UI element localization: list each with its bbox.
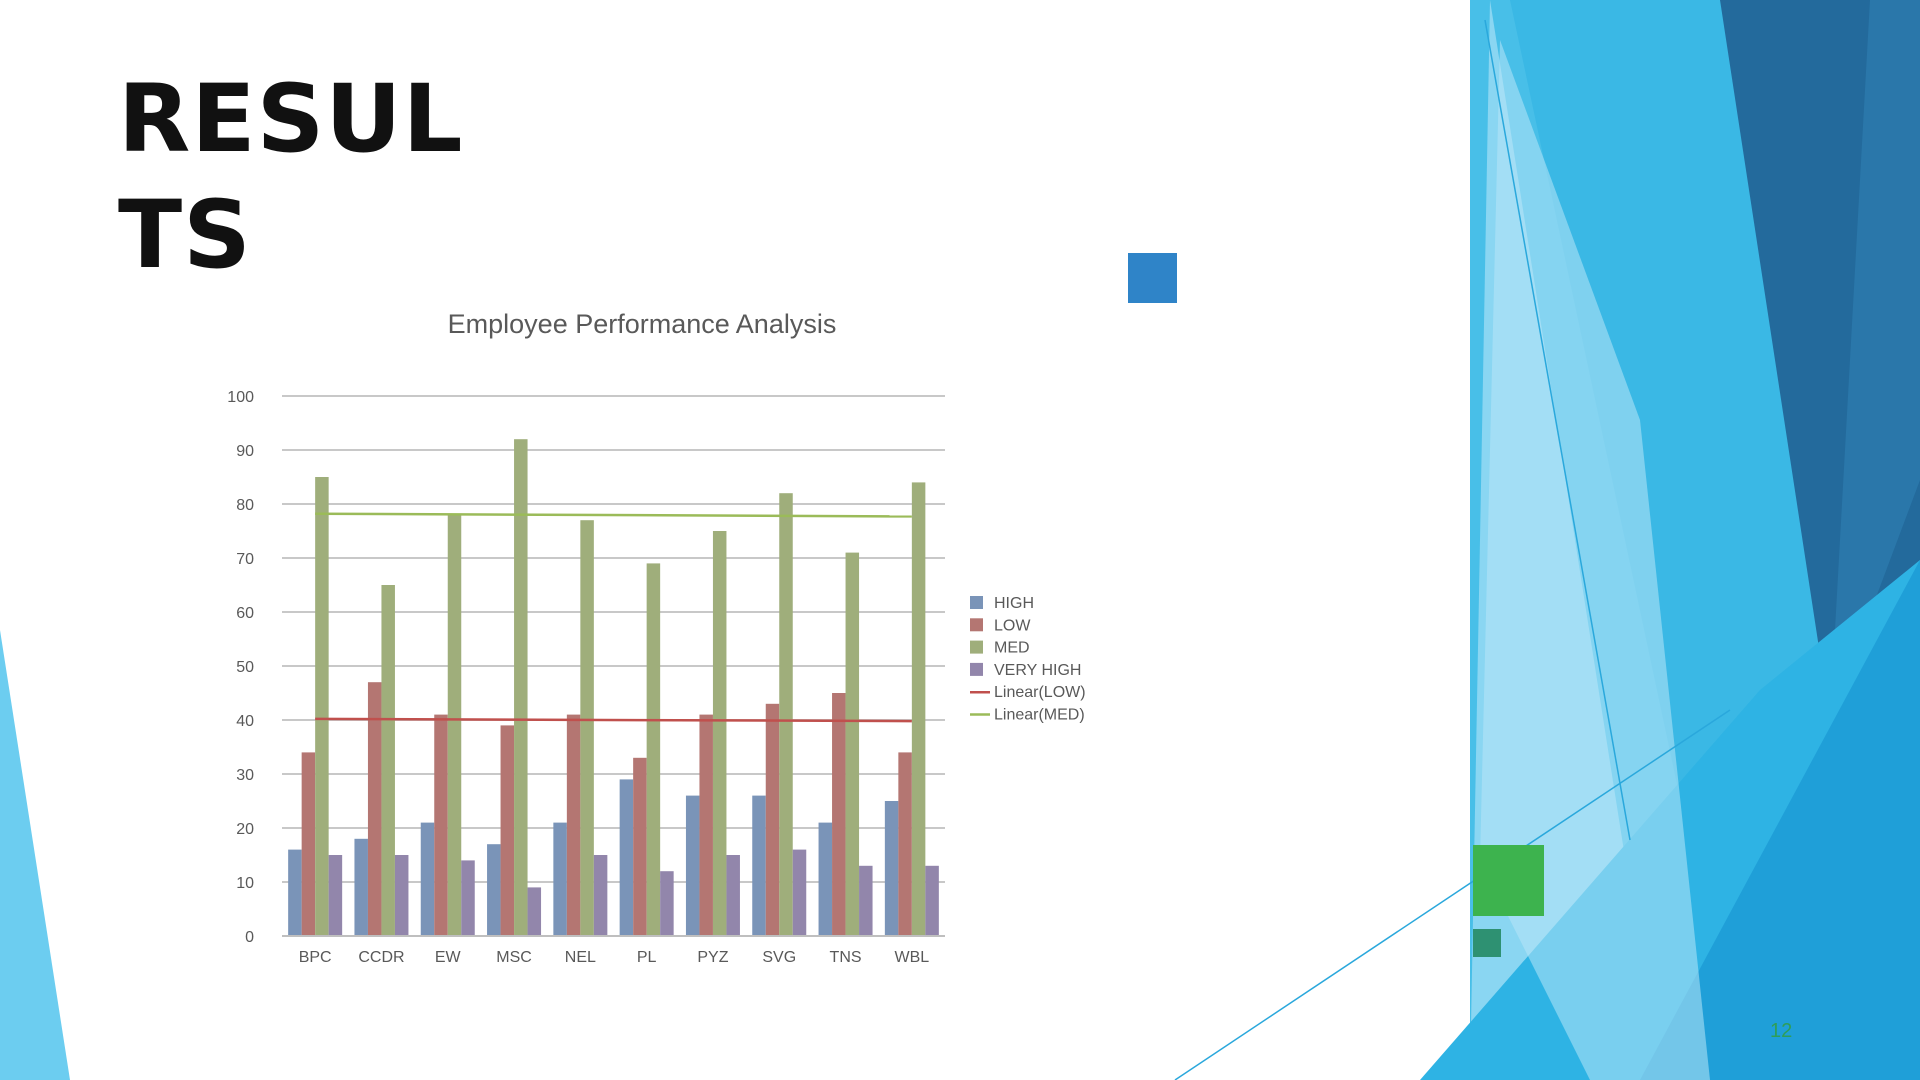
- bar-bpc-very-high: [328, 855, 343, 936]
- chart-title: Employee Performance Analysis: [448, 309, 837, 339]
- bar-nel-very-high: [593, 855, 608, 936]
- bar-pyz-very-high: [726, 855, 740, 936]
- bar-ew-high: [420, 822, 435, 936]
- bottom-right-dark-triangle: [1640, 560, 1920, 1080]
- bar-ccdr-low: [367, 682, 382, 936]
- bar-msc-med: [514, 439, 528, 936]
- bar-nel-high: [553, 822, 567, 936]
- bar-pl-high: [619, 779, 634, 936]
- bar-pyz-med: [712, 531, 727, 936]
- bar-wbl-very-high: [925, 865, 939, 936]
- x-tick-label: CCDR: [358, 949, 404, 966]
- y-tick-label: 40: [236, 713, 254, 730]
- x-tick-label: TNS: [830, 949, 862, 966]
- legend-swatch: [970, 662, 983, 676]
- y-tick-label: 50: [236, 659, 254, 676]
- bar-wbl-med: [911, 482, 926, 936]
- x-tick-label: SVG: [762, 949, 796, 966]
- right-dark-strip: [1830, 0, 1920, 720]
- bar-ccdr-very-high: [394, 855, 409, 936]
- chart-bars: [288, 439, 939, 936]
- bar-msc-low: [500, 725, 515, 936]
- legend-label: Linear(LOW): [994, 684, 1086, 701]
- slide-number: 12: [1770, 1020, 1793, 1042]
- trendline-linear-low: [315, 717, 912, 723]
- y-tick-label: 100: [227, 389, 254, 406]
- trendline-linear-med: [315, 512, 912, 518]
- x-axis: BPC CCDR EW MSC NEL PL PYZ SVG TNS WBL: [282, 935, 945, 966]
- thin-line-bottom: [1174, 709, 1731, 1080]
- bar-tns-med: [845, 552, 860, 936]
- y-tick-label: 0: [245, 929, 254, 946]
- trendlines: [315, 512, 912, 723]
- teal-square: [1473, 929, 1501, 957]
- legend-swatch: [970, 640, 983, 654]
- bar-pl-low: [633, 757, 647, 936]
- x-tick-label: PYZ: [697, 949, 728, 966]
- bar-nel-low: [566, 714, 581, 936]
- pale-inner-triangle: [1480, 40, 1710, 1080]
- bar-svg-low: [765, 703, 780, 936]
- bar-pyz-low: [699, 714, 713, 936]
- bar-ccdr-med: [381, 585, 395, 936]
- x-tick-label: WBL: [895, 949, 930, 966]
- bar-msc-high: [487, 844, 501, 936]
- y-tick-label: 30: [236, 767, 254, 784]
- bar-svg-med: [779, 493, 793, 936]
- x-tick-label: PL: [637, 949, 657, 966]
- bar-wbl-high: [884, 801, 899, 936]
- x-tick-label: BPC: [299, 949, 332, 966]
- y-axis: 0 10 20 30 40 50 60 70 80 90 100: [227, 389, 254, 946]
- thin-line-diagonal: [1484, 19, 1631, 841]
- bar-tns-very-high: [859, 865, 873, 936]
- x-tick-label: EW: [435, 949, 462, 966]
- bar-nel-med: [580, 520, 594, 936]
- bar-pl-very-high: [660, 871, 674, 936]
- bar-ew-very-high: [461, 860, 475, 936]
- y-tick-label: 90: [236, 443, 254, 460]
- bar-ew-med: [447, 514, 462, 936]
- bar-msc-very-high: [527, 887, 542, 936]
- bar-ccdr-high: [354, 838, 368, 936]
- chart-legend: HIGH LOW MED VERY HIGH Linear(LOW) Linear(MED…: [970, 595, 1086, 724]
- x-tick-label: MSC: [496, 949, 532, 966]
- y-tick-label: 80: [236, 497, 254, 514]
- green-square: [1473, 845, 1544, 916]
- legend-label: VERY HIGH: [994, 662, 1081, 679]
- legend-label: Linear(MED): [994, 707, 1085, 724]
- legend-label: LOW: [994, 617, 1031, 634]
- bar-bpc-med: [315, 477, 329, 936]
- bar-tns-low: [832, 693, 846, 936]
- y-tick-label: 10: [236, 875, 254, 892]
- bar-bpc-high: [288, 849, 302, 936]
- y-tick-label: 20: [236, 821, 254, 838]
- bar-svg-high: [752, 795, 766, 936]
- y-tick-label: 60: [236, 605, 254, 622]
- legend-swatch: [970, 596, 983, 609]
- bar-tns-high: [818, 822, 833, 936]
- bar-ew-low: [434, 714, 448, 936]
- blue-square: [1128, 253, 1177, 303]
- legend-label: MED: [994, 640, 1030, 657]
- bar-pl-med: [646, 563, 661, 936]
- bar-wbl-low: [898, 752, 912, 936]
- legend-label: HIGH: [994, 595, 1034, 612]
- bar-svg-very-high: [792, 849, 807, 936]
- bar-bpc-low: [301, 752, 316, 936]
- bar-pyz-high: [685, 795, 700, 936]
- slide-title: RESULTS: [118, 65, 464, 290]
- left-edge-triangle: [0, 630, 70, 1080]
- y-tick-label: 70: [236, 551, 254, 568]
- x-tick-label: NEL: [565, 949, 596, 966]
- legend-swatch: [970, 618, 983, 632]
